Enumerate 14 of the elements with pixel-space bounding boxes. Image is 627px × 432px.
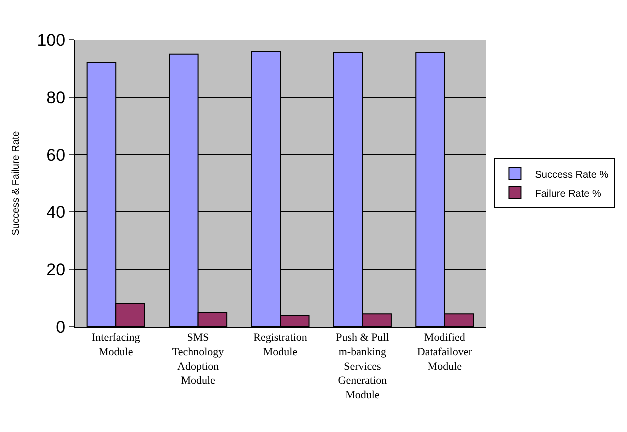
x-tick-label: Modified Datafailover Module	[417, 332, 473, 373]
legend-label: Failure Rate %	[535, 188, 602, 200]
y-tick-label: 100	[37, 30, 66, 50]
y-tick-label: 20	[46, 260, 66, 280]
legend-label: Success Rate %	[535, 170, 609, 181]
y-axis-title: Success & Failure Rate	[11, 130, 22, 236]
y-tick-label: 0	[56, 318, 66, 337]
x-tick-label: Registration Module	[254, 332, 308, 358]
y-tick-label: 60	[46, 146, 66, 165]
y-tick-label: 80	[46, 88, 66, 108]
x-tick-label: Interfacing Module	[92, 332, 141, 358]
y-tick-label: 40	[46, 203, 66, 222]
x-tick-label: Push & Pull m-banking Services Generation Module	[336, 332, 390, 402]
x-tick-label: SMS Technology Adoption Module	[172, 332, 225, 388]
